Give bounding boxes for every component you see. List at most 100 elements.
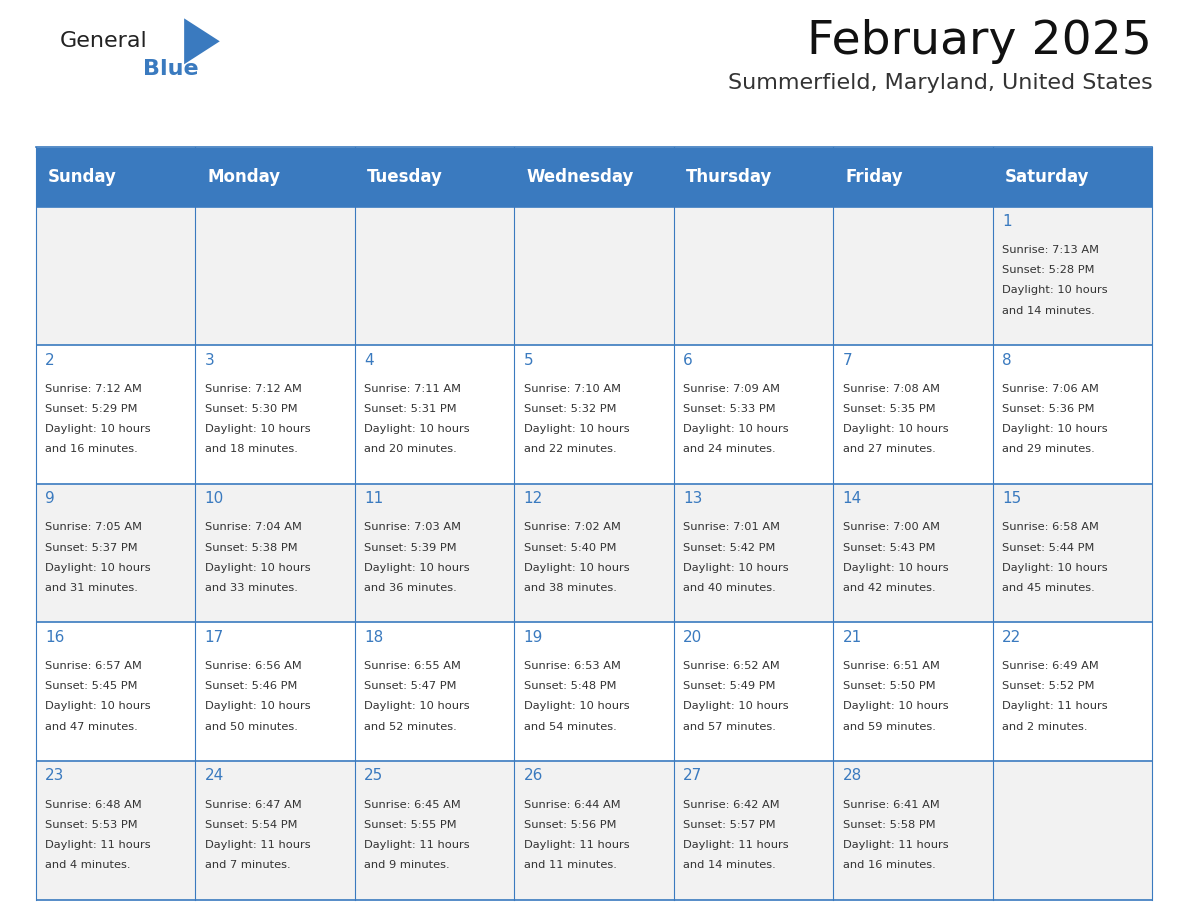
Text: and 59 minutes.: and 59 minutes.: [842, 722, 936, 732]
Text: 3: 3: [204, 353, 214, 367]
Text: General: General: [59, 31, 147, 51]
Text: and 2 minutes.: and 2 minutes.: [1003, 722, 1088, 732]
FancyBboxPatch shape: [36, 622, 195, 761]
FancyBboxPatch shape: [36, 484, 195, 622]
Text: Sunset: 5:33 PM: Sunset: 5:33 PM: [683, 404, 776, 414]
Text: Sunday: Sunday: [48, 168, 116, 185]
FancyBboxPatch shape: [195, 147, 355, 207]
Text: 22: 22: [1003, 630, 1022, 644]
Text: February 2025: February 2025: [808, 18, 1152, 64]
Text: Sunset: 5:49 PM: Sunset: 5:49 PM: [683, 681, 776, 691]
FancyBboxPatch shape: [674, 484, 833, 622]
Text: Daylight: 10 hours: Daylight: 10 hours: [45, 424, 151, 434]
Text: Daylight: 10 hours: Daylight: 10 hours: [683, 563, 789, 573]
Text: Daylight: 10 hours: Daylight: 10 hours: [45, 563, 151, 573]
Text: and 27 minutes.: and 27 minutes.: [842, 444, 936, 454]
Text: 16: 16: [45, 630, 64, 644]
Text: Sunrise: 7:02 AM: Sunrise: 7:02 AM: [524, 522, 620, 532]
Text: Sunset: 5:53 PM: Sunset: 5:53 PM: [45, 820, 138, 830]
FancyBboxPatch shape: [993, 622, 1152, 761]
FancyBboxPatch shape: [514, 484, 674, 622]
FancyBboxPatch shape: [355, 345, 514, 484]
Text: 21: 21: [842, 630, 862, 644]
Text: 17: 17: [204, 630, 223, 644]
Text: Sunrise: 6:52 AM: Sunrise: 6:52 AM: [683, 661, 781, 671]
Text: and 20 minutes.: and 20 minutes.: [365, 444, 457, 454]
FancyBboxPatch shape: [993, 207, 1152, 345]
Text: Sunrise: 6:49 AM: Sunrise: 6:49 AM: [1003, 661, 1099, 671]
FancyBboxPatch shape: [195, 345, 355, 484]
Text: Daylight: 10 hours: Daylight: 10 hours: [842, 563, 948, 573]
Text: Sunrise: 7:09 AM: Sunrise: 7:09 AM: [683, 384, 781, 394]
FancyBboxPatch shape: [195, 622, 355, 761]
FancyBboxPatch shape: [674, 345, 833, 484]
Text: 24: 24: [204, 768, 223, 783]
Text: Saturday: Saturday: [1005, 168, 1089, 185]
FancyBboxPatch shape: [833, 147, 993, 207]
Text: Thursday: Thursday: [685, 168, 772, 185]
Text: and 22 minutes.: and 22 minutes.: [524, 444, 617, 454]
Text: and 14 minutes.: and 14 minutes.: [1003, 306, 1095, 316]
Text: Daylight: 10 hours: Daylight: 10 hours: [204, 701, 310, 711]
FancyBboxPatch shape: [833, 207, 993, 345]
Text: Sunset: 5:40 PM: Sunset: 5:40 PM: [524, 543, 617, 553]
Text: Sunrise: 7:13 AM: Sunrise: 7:13 AM: [1003, 245, 1099, 255]
Text: Sunset: 5:39 PM: Sunset: 5:39 PM: [365, 543, 457, 553]
Text: Sunset: 5:52 PM: Sunset: 5:52 PM: [1003, 681, 1095, 691]
FancyBboxPatch shape: [833, 345, 993, 484]
Text: Sunrise: 7:08 AM: Sunrise: 7:08 AM: [842, 384, 940, 394]
Text: Daylight: 10 hours: Daylight: 10 hours: [365, 701, 469, 711]
Text: Sunrise: 7:04 AM: Sunrise: 7:04 AM: [204, 522, 302, 532]
Text: and 33 minutes.: and 33 minutes.: [204, 583, 297, 593]
Text: 25: 25: [365, 768, 384, 783]
FancyBboxPatch shape: [514, 147, 674, 207]
Text: Sunset: 5:31 PM: Sunset: 5:31 PM: [365, 404, 457, 414]
Text: 8: 8: [1003, 353, 1012, 367]
Text: Sunset: 5:50 PM: Sunset: 5:50 PM: [842, 681, 935, 691]
Text: 15: 15: [1003, 491, 1022, 506]
Text: 23: 23: [45, 768, 64, 783]
Text: 10: 10: [204, 491, 223, 506]
Text: Daylight: 10 hours: Daylight: 10 hours: [45, 701, 151, 711]
Text: Sunrise: 7:00 AM: Sunrise: 7:00 AM: [842, 522, 940, 532]
Text: Sunrise: 6:56 AM: Sunrise: 6:56 AM: [204, 661, 302, 671]
FancyBboxPatch shape: [674, 622, 833, 761]
Text: Sunrise: 6:42 AM: Sunrise: 6:42 AM: [683, 800, 779, 810]
Text: Tuesday: Tuesday: [367, 168, 442, 185]
Text: Daylight: 11 hours: Daylight: 11 hours: [1003, 701, 1108, 711]
Text: Sunset: 5:56 PM: Sunset: 5:56 PM: [524, 820, 617, 830]
Text: and 16 minutes.: and 16 minutes.: [45, 444, 138, 454]
Text: Sunrise: 7:10 AM: Sunrise: 7:10 AM: [524, 384, 621, 394]
Text: and 24 minutes.: and 24 minutes.: [683, 444, 776, 454]
Text: Sunset: 5:38 PM: Sunset: 5:38 PM: [204, 543, 297, 553]
Text: 27: 27: [683, 768, 702, 783]
Text: Sunrise: 6:57 AM: Sunrise: 6:57 AM: [45, 661, 143, 671]
Text: Sunset: 5:32 PM: Sunset: 5:32 PM: [524, 404, 617, 414]
Text: Daylight: 10 hours: Daylight: 10 hours: [842, 701, 948, 711]
Text: Friday: Friday: [845, 168, 903, 185]
FancyBboxPatch shape: [355, 207, 514, 345]
FancyBboxPatch shape: [514, 622, 674, 761]
FancyBboxPatch shape: [514, 761, 674, 900]
Text: 4: 4: [365, 353, 374, 367]
Text: Sunrise: 7:12 AM: Sunrise: 7:12 AM: [45, 384, 143, 394]
Text: and 38 minutes.: and 38 minutes.: [524, 583, 617, 593]
Text: Daylight: 10 hours: Daylight: 10 hours: [365, 424, 469, 434]
Text: Sunset: 5:28 PM: Sunset: 5:28 PM: [1003, 265, 1095, 275]
FancyBboxPatch shape: [36, 345, 195, 484]
Text: Sunrise: 7:12 AM: Sunrise: 7:12 AM: [204, 384, 302, 394]
Text: 11: 11: [365, 491, 384, 506]
Text: Sunrise: 6:44 AM: Sunrise: 6:44 AM: [524, 800, 620, 810]
Text: Daylight: 11 hours: Daylight: 11 hours: [365, 840, 469, 850]
FancyBboxPatch shape: [36, 207, 195, 345]
Text: and 14 minutes.: and 14 minutes.: [683, 860, 776, 870]
Text: Sunrise: 6:55 AM: Sunrise: 6:55 AM: [365, 661, 461, 671]
Text: Daylight: 11 hours: Daylight: 11 hours: [204, 840, 310, 850]
FancyBboxPatch shape: [355, 484, 514, 622]
Text: Summerfield, Maryland, United States: Summerfield, Maryland, United States: [727, 73, 1152, 93]
Text: Daylight: 10 hours: Daylight: 10 hours: [204, 424, 310, 434]
Text: Sunset: 5:55 PM: Sunset: 5:55 PM: [365, 820, 457, 830]
FancyBboxPatch shape: [36, 147, 195, 207]
Text: 19: 19: [524, 630, 543, 644]
Text: Daylight: 11 hours: Daylight: 11 hours: [842, 840, 948, 850]
